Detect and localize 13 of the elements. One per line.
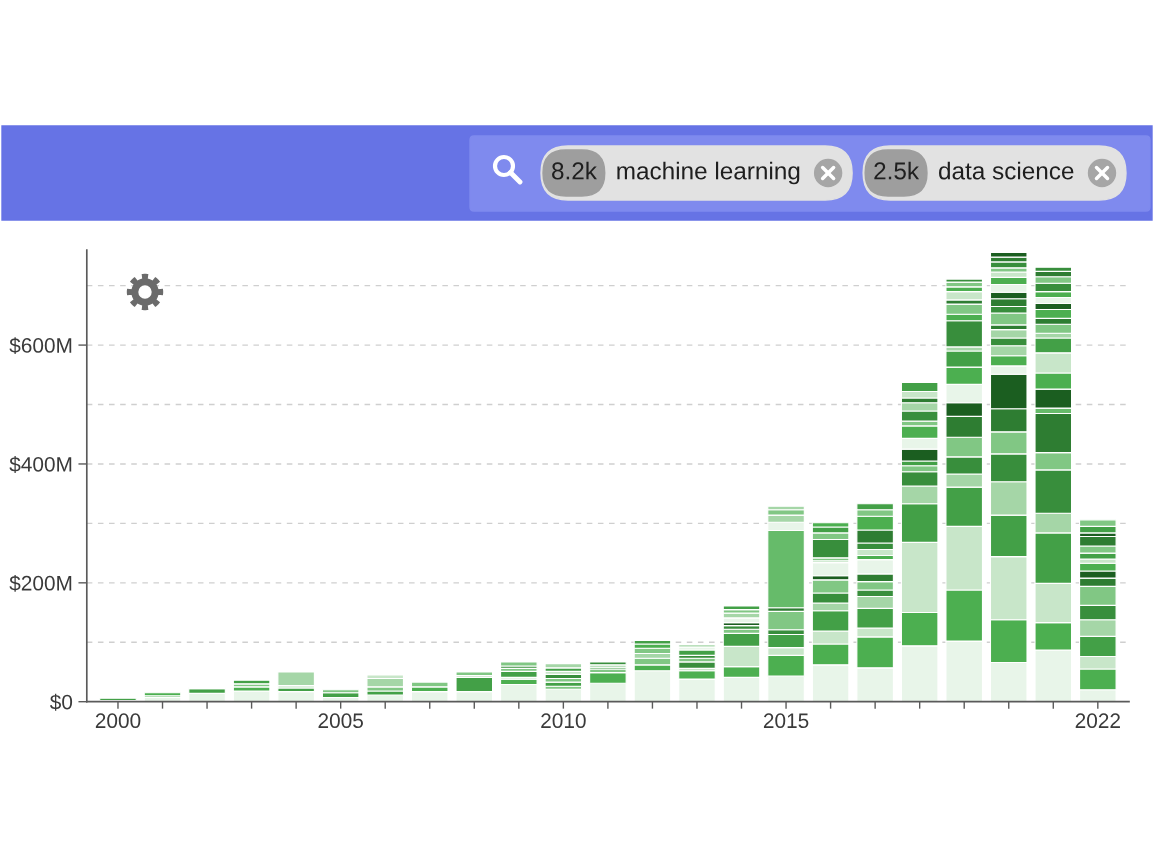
y-tick-label: $600M [9, 337, 72, 355]
text: data science [939, 161, 1074, 180]
text: 8.2k [552, 161, 597, 180]
x-tick-label: 2000 [95, 713, 141, 729]
y-tick-label: $200M [9, 574, 72, 592]
text: machine learning [617, 161, 800, 185]
x-tick-label: 2010 [541, 713, 586, 729]
x-tick-label: 2022 [1075, 713, 1120, 729]
y-tick-label: $400M [9, 456, 72, 473]
text: 2.5k [874, 161, 920, 180]
y-tick-label: $0 [49, 693, 73, 711]
x-tick-label: 2005 [318, 713, 363, 729]
x-tick-label: 2015 [763, 713, 809, 729]
